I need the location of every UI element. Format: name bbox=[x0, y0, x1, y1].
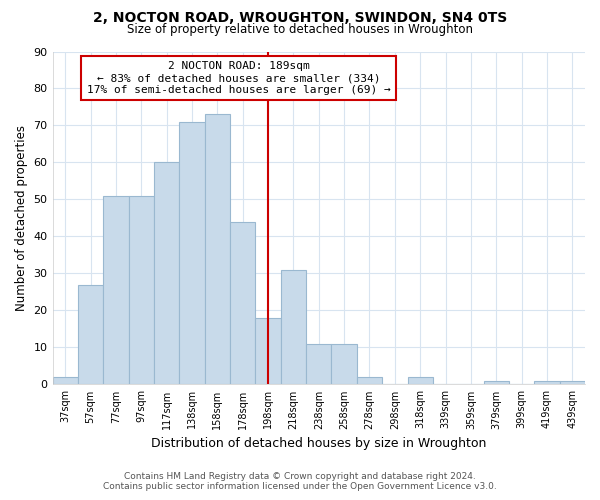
Bar bbox=[205, 114, 230, 384]
Bar bbox=[154, 162, 179, 384]
Bar bbox=[78, 284, 103, 384]
Bar bbox=[103, 196, 128, 384]
Text: 2 NOCTON ROAD: 189sqm
← 83% of detached houses are smaller (334)
17% of semi-det: 2 NOCTON ROAD: 189sqm ← 83% of detached … bbox=[87, 62, 391, 94]
Text: Size of property relative to detached houses in Wroughton: Size of property relative to detached ho… bbox=[127, 22, 473, 36]
Text: Contains HM Land Registry data © Crown copyright and database right 2024.
Contai: Contains HM Land Registry data © Crown c… bbox=[103, 472, 497, 491]
Bar bbox=[230, 222, 256, 384]
Bar bbox=[357, 377, 382, 384]
Bar bbox=[306, 344, 331, 384]
Bar bbox=[179, 122, 205, 384]
Bar bbox=[53, 377, 78, 384]
Text: 2, NOCTON ROAD, WROUGHTON, SWINDON, SN4 0TS: 2, NOCTON ROAD, WROUGHTON, SWINDON, SN4 … bbox=[93, 11, 507, 25]
Bar bbox=[281, 270, 306, 384]
Bar bbox=[560, 380, 585, 384]
Bar bbox=[256, 318, 281, 384]
Bar bbox=[407, 377, 433, 384]
Bar bbox=[331, 344, 357, 384]
Y-axis label: Number of detached properties: Number of detached properties bbox=[15, 125, 28, 311]
Bar bbox=[534, 380, 560, 384]
X-axis label: Distribution of detached houses by size in Wroughton: Distribution of detached houses by size … bbox=[151, 437, 487, 450]
Bar bbox=[128, 196, 154, 384]
Bar bbox=[484, 380, 509, 384]
